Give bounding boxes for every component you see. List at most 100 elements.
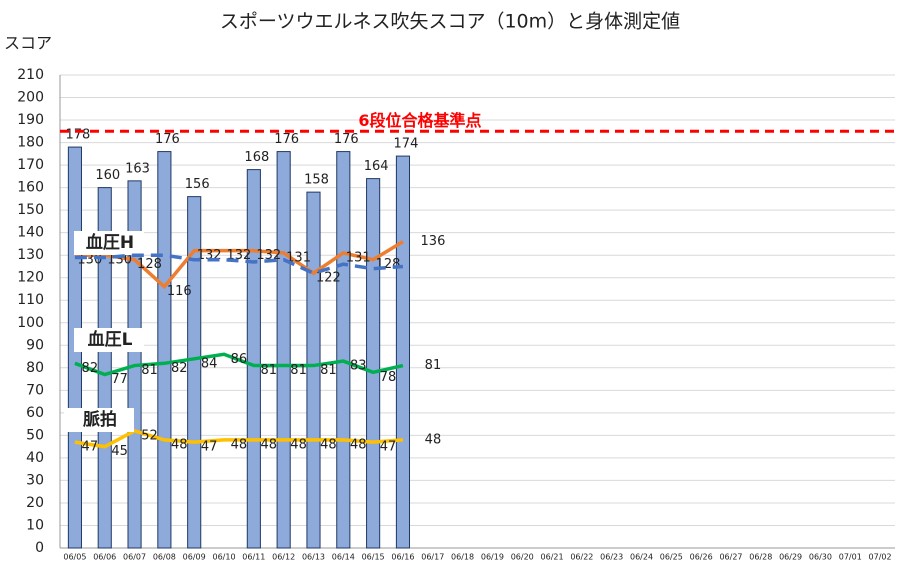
x-tick-label: 06/07: [123, 553, 146, 561]
y-tick-label: 150: [17, 202, 44, 218]
y-tick-label: 80: [26, 360, 44, 376]
line-value-label: 82: [171, 361, 188, 376]
x-tick-label: 06/25: [660, 553, 683, 561]
y-tick-label: 70: [26, 382, 44, 398]
line-value-label: 48: [320, 437, 337, 452]
chart-title: スポーツウエルネス吹矢スコア（10m）と身体測定値: [220, 11, 680, 33]
line-series: [74, 428, 404, 449]
line-value-label: 78: [380, 370, 397, 385]
line-value-label: 116: [167, 284, 192, 299]
y-tick-label: 210: [17, 67, 44, 83]
bar: [157, 151, 172, 549]
x-tick-label: 06/12: [272, 553, 295, 561]
line-value-label: 47: [201, 440, 218, 455]
bar: [366, 178, 381, 549]
y-tick-label: 180: [17, 135, 44, 151]
x-tick-label: 06/05: [63, 553, 86, 561]
y-tick-label: 110: [17, 292, 44, 308]
bar: [276, 151, 291, 549]
y-tick-label: 60: [26, 405, 44, 421]
line-value-label: 86: [231, 352, 248, 367]
legend-bg: [74, 328, 144, 352]
bar: [187, 196, 202, 549]
x-tick-label: 06/11: [242, 553, 265, 561]
x-tick-label: 06/08: [153, 553, 176, 561]
line-value-label: 84: [201, 356, 218, 371]
x-tick-label: 06/20: [511, 553, 534, 561]
x-tick-label: 06/16: [391, 553, 414, 561]
y-tick-label: 30: [26, 472, 44, 488]
x-tick-label: 06/22: [570, 553, 593, 561]
x-tick-label: 07/01: [839, 553, 862, 561]
bar-value-label: 168: [244, 150, 269, 165]
bar-value-label: 176: [334, 132, 359, 147]
x-tick-label: 07/02: [869, 553, 892, 561]
y-tick-label: 10: [26, 517, 44, 533]
x-tick-label: 06/09: [183, 553, 206, 561]
legend-bg: [74, 231, 144, 255]
y-tick-label: 90: [26, 337, 44, 353]
line-value-label: 77: [111, 372, 128, 387]
y-tick-label: 170: [17, 157, 44, 173]
bar: [306, 191, 321, 549]
x-tick-label: 06/28: [749, 553, 772, 561]
line-value-label: 81: [320, 363, 337, 378]
y-tick-label: 50: [26, 427, 44, 443]
bar-value-label: 176: [155, 132, 180, 147]
line-value-label: 48: [425, 432, 442, 447]
y-tick-label: 190: [17, 112, 44, 128]
line-value-label: 48: [290, 437, 307, 452]
line-value-label: 47: [380, 440, 397, 455]
line-value-label: 48: [231, 437, 248, 452]
bar: [336, 151, 351, 549]
x-tick-label: 06/14: [332, 553, 355, 561]
x-tick-label: 06/10: [212, 553, 235, 561]
series-name: 血圧H: [86, 232, 134, 253]
line-value-label: 81: [290, 363, 307, 378]
bar-value-label: 156: [185, 177, 210, 192]
line-value-label: 128: [137, 257, 162, 272]
line-value-label: 48: [350, 437, 367, 452]
series-name: 血圧L: [88, 329, 133, 350]
bar: [246, 169, 261, 549]
y-tick-label: 140: [17, 225, 44, 241]
x-tick-label: 06/23: [600, 553, 623, 561]
y-tick-label: 40: [26, 450, 44, 466]
x-tick-label: 06/27: [719, 553, 742, 561]
line-value-label: 122: [316, 271, 341, 286]
x-tick-label: 06/18: [451, 553, 474, 561]
bar-value-label: 164: [364, 159, 389, 174]
line-value-label: 82: [82, 361, 99, 376]
y-tick-label: 160: [17, 180, 44, 196]
y-tick-label: 130: [17, 247, 44, 263]
line-value-label: 48: [171, 437, 188, 452]
x-tick-label: 06/30: [809, 553, 832, 561]
line-value-label: 136: [421, 234, 446, 249]
line-series: [74, 352, 404, 377]
bar: [97, 187, 112, 549]
x-tick-label: 06/17: [421, 553, 444, 561]
legend-bg: [64, 408, 134, 432]
y-tick-label: 100: [17, 315, 44, 331]
line-value-label: 131: [286, 250, 311, 265]
x-tick-label: 06/21: [541, 553, 564, 561]
x-tick-label: 06/26: [690, 553, 713, 561]
x-tick-label: 06/15: [362, 553, 385, 561]
x-tick-label: 06/19: [481, 553, 504, 561]
bar-value-label: 163: [125, 161, 150, 176]
line-value-label: 52: [141, 428, 158, 443]
bar-value-label: 158: [304, 173, 329, 188]
x-tick-label: 06/29: [779, 553, 802, 561]
line-value-label: 81: [141, 363, 158, 378]
line-value-label: 48: [260, 437, 277, 452]
line-series: [74, 240, 404, 290]
bar-value-label: 174: [394, 137, 419, 152]
line-value-label: 47: [82, 440, 99, 455]
bar: [395, 155, 411, 549]
series-name: 脈拍: [83, 409, 117, 430]
y-axis-label: スコア: [4, 34, 52, 53]
x-tick-label: 06/24: [630, 553, 653, 561]
x-tick-label: 06/13: [302, 553, 325, 561]
bar-value-label: 178: [65, 128, 90, 143]
